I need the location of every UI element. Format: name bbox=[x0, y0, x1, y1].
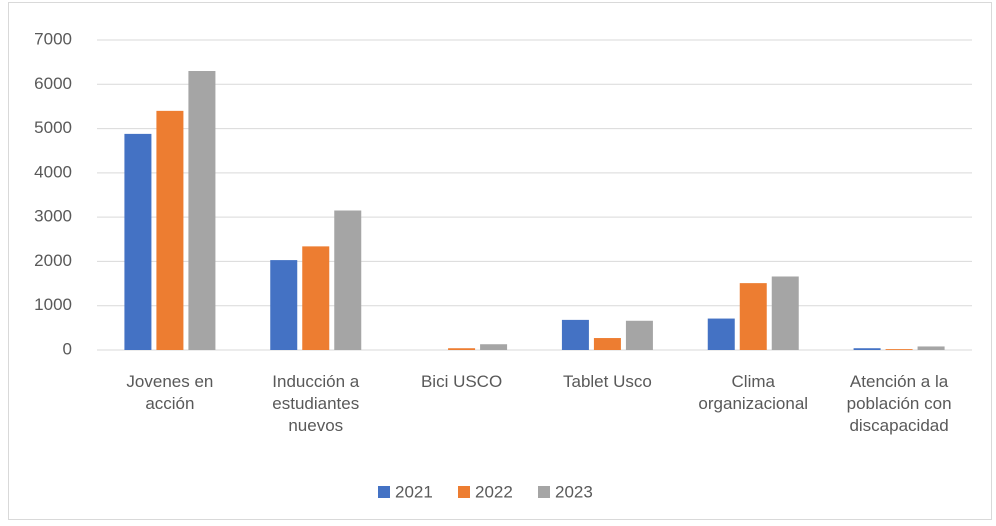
bar bbox=[561, 319, 589, 350]
bar bbox=[188, 71, 216, 350]
legend-label: 2023 bbox=[555, 482, 593, 501]
bar bbox=[156, 110, 184, 350]
y-tick-label: 0 bbox=[63, 339, 72, 358]
x-tick-label: Bici USCO bbox=[420, 372, 503, 391]
y-tick-label: 6000 bbox=[34, 74, 72, 93]
bar bbox=[448, 348, 476, 350]
bar bbox=[853, 348, 881, 350]
legend-swatch bbox=[378, 486, 390, 498]
legend-swatch bbox=[458, 486, 470, 498]
bar bbox=[480, 344, 508, 350]
x-tick-label: Tablet Usco bbox=[562, 372, 652, 391]
bar bbox=[917, 346, 945, 350]
legend-label: 2021 bbox=[395, 482, 433, 501]
y-tick-label: 1000 bbox=[34, 295, 72, 314]
bar bbox=[739, 283, 767, 350]
bar bbox=[707, 318, 735, 350]
x-tick-label: Clima organizacional bbox=[698, 372, 809, 413]
legend-swatch bbox=[538, 486, 550, 498]
bar bbox=[334, 210, 362, 350]
bar bbox=[124, 133, 152, 350]
x-tick-label: Inducción a estudiantes nuevos bbox=[272, 372, 360, 435]
x-tick-label: Atención a la población con discapacidad bbox=[846, 372, 952, 435]
y-tick-label: 3000 bbox=[34, 207, 72, 226]
x-tick-label: Jovenes en acción bbox=[126, 372, 214, 413]
bar bbox=[302, 246, 330, 350]
y-tick-label: 4000 bbox=[34, 162, 72, 181]
y-tick-label: 5000 bbox=[34, 118, 72, 137]
bar bbox=[625, 320, 653, 350]
y-tick-label: 7000 bbox=[34, 29, 72, 48]
bar bbox=[270, 260, 298, 350]
bar bbox=[771, 276, 799, 350]
legend-label: 2022 bbox=[475, 482, 513, 501]
y-tick-label: 2000 bbox=[34, 251, 72, 270]
bar bbox=[593, 338, 621, 350]
bar bbox=[885, 349, 913, 350]
chart-frame bbox=[8, 2, 992, 520]
